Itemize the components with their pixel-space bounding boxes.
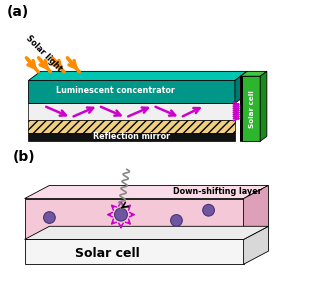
Polygon shape xyxy=(25,185,268,199)
Polygon shape xyxy=(241,76,242,141)
Polygon shape xyxy=(28,120,235,133)
Text: Solar cell: Solar cell xyxy=(76,246,140,260)
Text: Luminescent concentrator: Luminescent concentrator xyxy=(56,86,175,95)
Polygon shape xyxy=(244,226,268,264)
Polygon shape xyxy=(25,199,244,239)
Polygon shape xyxy=(28,71,247,81)
Text: Down-shifting layer: Down-shifting layer xyxy=(173,187,261,196)
Circle shape xyxy=(203,204,214,216)
Polygon shape xyxy=(28,81,235,103)
Text: (b): (b) xyxy=(12,150,35,164)
Polygon shape xyxy=(25,226,268,239)
Text: Solar cell: Solar cell xyxy=(248,90,255,128)
Polygon shape xyxy=(260,71,267,141)
Polygon shape xyxy=(241,71,267,76)
Text: Reflection mirror: Reflection mirror xyxy=(93,133,170,141)
Polygon shape xyxy=(28,103,235,120)
Polygon shape xyxy=(244,185,268,239)
Polygon shape xyxy=(235,71,247,103)
Circle shape xyxy=(171,215,182,226)
Text: (a): (a) xyxy=(7,5,29,19)
Polygon shape xyxy=(25,239,244,264)
Text: Solar light: Solar light xyxy=(24,33,64,73)
Circle shape xyxy=(44,212,55,223)
Circle shape xyxy=(115,208,127,221)
Polygon shape xyxy=(28,133,235,141)
Polygon shape xyxy=(241,76,260,141)
